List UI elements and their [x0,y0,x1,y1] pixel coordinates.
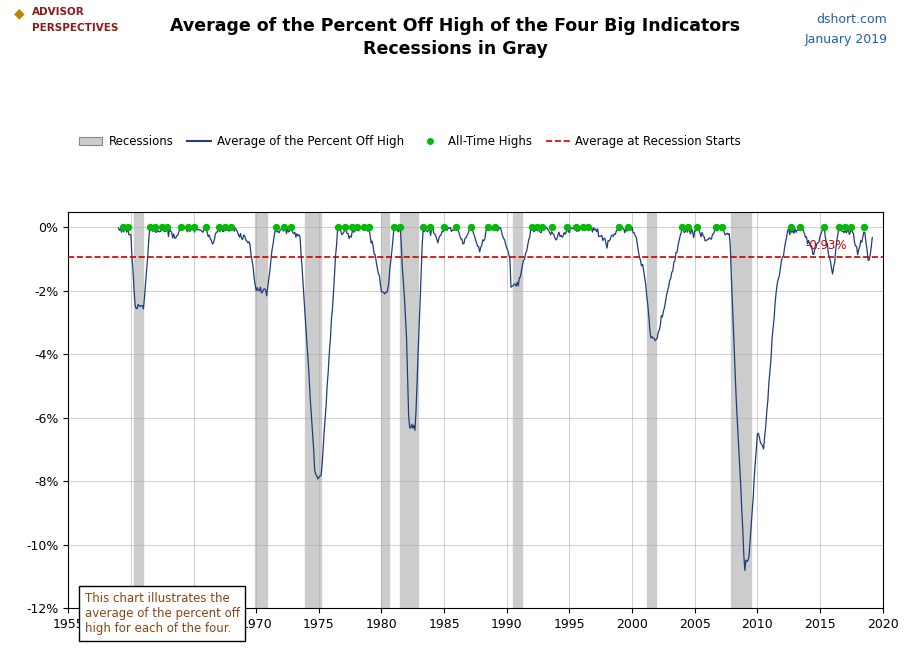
Point [147,222,162,233]
Point [524,222,539,233]
Point [581,222,595,233]
Point [142,222,157,233]
Text: dshort.com: dshort.com [816,13,887,26]
Point [357,222,371,233]
Text: Average of the Percent Off High of the Four Big Indicators: Average of the Percent Off High of the F… [170,17,740,34]
Point [612,222,626,233]
Bar [513,212,521,608]
Legend: Recessions, Average of the Percent Off High, All-Time Highs, Average at Recessio: Recessions, Average of the Percent Off H… [74,130,746,153]
Point [675,222,690,233]
Point [155,222,169,233]
Text: January 2019: January 2019 [804,33,887,46]
Point [856,222,871,233]
Point [838,222,853,233]
Point [682,222,696,233]
Point [330,222,345,233]
Point [345,222,359,233]
Point [160,222,175,233]
Point [187,222,201,233]
Point [714,222,729,233]
Text: PERSPECTIVES: PERSPECTIVES [32,23,118,33]
Point [283,222,298,233]
Bar [381,212,389,608]
Point [224,222,238,233]
Bar [134,212,144,608]
Point [416,222,430,233]
Point [784,222,798,233]
Bar [400,212,418,608]
Point [181,222,196,233]
Point [422,222,437,233]
Point [278,222,292,233]
Text: Recessions in Gray: Recessions in Gray [362,40,548,58]
Point [198,222,213,233]
Point [488,222,502,233]
Point [793,222,807,233]
Point [120,222,135,233]
Point [449,222,463,233]
Point [569,222,583,233]
Point [544,222,559,233]
Point [387,222,401,233]
Point [361,222,376,233]
Point [621,222,635,233]
Point [832,222,846,233]
Bar [647,212,656,608]
Point [817,222,832,233]
Bar [305,212,321,608]
Bar [731,212,751,608]
Point [268,222,283,233]
Point [393,222,408,233]
Point [535,222,550,233]
Point [174,222,188,233]
Text: This chart illustrates the
average of the percent off
high for each of the four.: This chart illustrates the average of th… [85,592,239,635]
Point [576,222,591,233]
Point [530,222,544,233]
Point [708,222,723,233]
Point [690,222,704,233]
Point [464,222,479,233]
Bar [255,212,268,608]
Point [844,222,859,233]
Text: ◆: ◆ [14,7,25,20]
Point [211,222,226,233]
Text: -0.93%: -0.93% [805,239,846,252]
Point [480,222,495,233]
Text: ADVISOR: ADVISOR [32,7,85,17]
Point [560,222,574,233]
Point [350,222,365,233]
Point [217,222,232,233]
Point [437,222,451,233]
Point [116,222,130,233]
Point [338,222,352,233]
